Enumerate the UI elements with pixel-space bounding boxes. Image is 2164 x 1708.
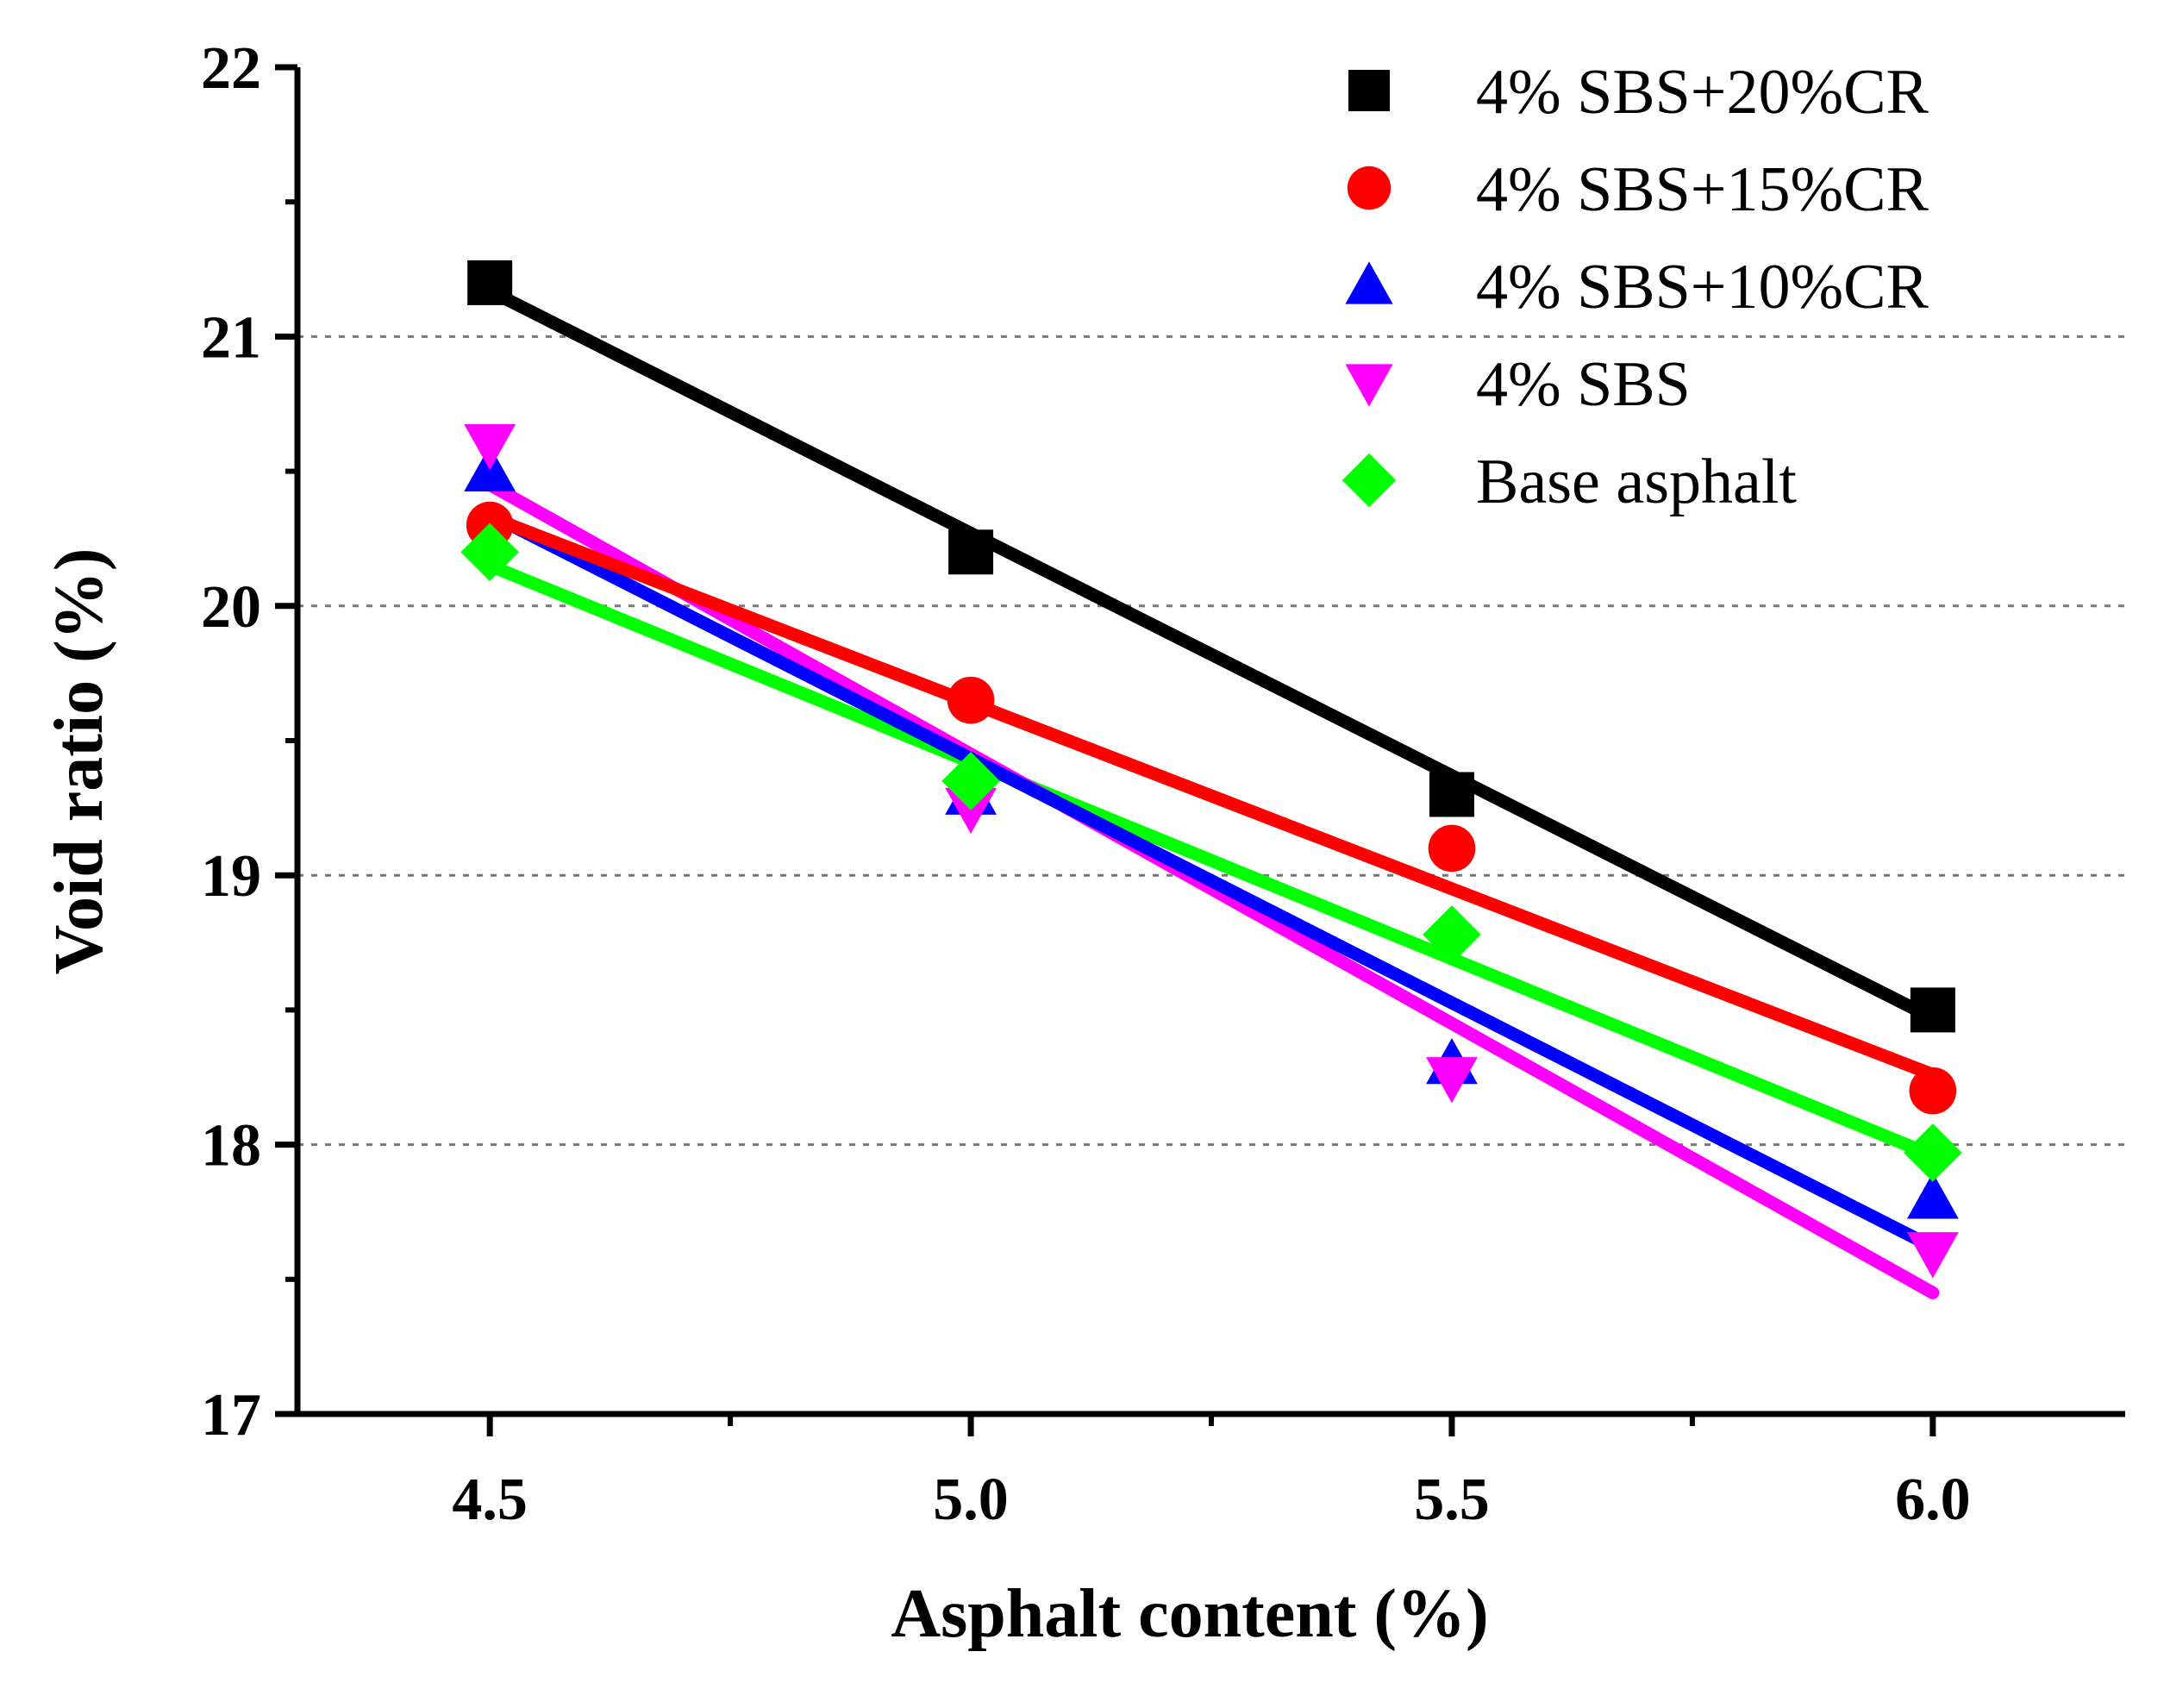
legend-label-5: Base asphalt: [1476, 447, 1797, 517]
y-axis-title: Void ratio (%): [41, 548, 117, 975]
axes: [275, 64, 2125, 1436]
fit-line-2: [483, 510, 1940, 1081]
data-point-series-2: [1428, 824, 1476, 873]
x-tick-label: 4.5: [452, 1467, 528, 1533]
data-point-series-5: [460, 522, 519, 582]
legend-label-2: 4% SBS+15%CR: [1476, 154, 1929, 225]
fit-lines: [483, 284, 1940, 1299]
y-tick-label: 21: [201, 304, 261, 371]
data-point-series-4: [1426, 1057, 1478, 1104]
y-tick-label: 22: [201, 35, 261, 102]
data-point-series-1: [1429, 772, 1474, 817]
x-tick-label: 5.5: [1414, 1467, 1490, 1533]
data-point-series-4: [945, 787, 997, 834]
legend-label-3: 4% SBS+10%CR: [1476, 252, 1929, 322]
fit-line-5: [483, 559, 1940, 1162]
data-point-series-5: [941, 752, 1000, 810]
x-tick-label: 6.0: [1895, 1467, 1971, 1533]
data-markers: [460, 260, 1962, 1279]
tick-labels: 17 18 19 20 21 22 4.5 5.0 5.5 6.0: [201, 35, 1971, 1533]
legend-marker-1: [1348, 70, 1390, 111]
data-point-series-1: [948, 529, 994, 575]
x-axis-title: Asphalt content (%): [891, 1576, 1488, 1652]
legend-marker-5: [1342, 453, 1397, 508]
y-tick-label: 20: [201, 574, 261, 641]
data-point-series-2: [1909, 1067, 1957, 1115]
x-tick-label: 5.0: [933, 1467, 1009, 1533]
data-point-series-5: [1904, 1123, 1962, 1182]
data-point-series-1: [467, 260, 513, 305]
data-point-series-3: [1906, 1173, 1959, 1219]
data-point-series-5: [1423, 905, 1481, 964]
fit-line-3: [483, 508, 1940, 1254]
data-point-series-1: [1910, 987, 1955, 1033]
legend-label-1: 4% SBS+20%CR: [1476, 57, 1929, 128]
legend-label-4: 4% SBS: [1476, 349, 1691, 420]
legend-marker-4: [1345, 364, 1393, 407]
y-tick-label: 19: [201, 843, 261, 910]
y-tick-label: 17: [201, 1382, 261, 1448]
y-tick-label: 18: [201, 1113, 261, 1179]
fit-line-4: [483, 478, 1940, 1299]
legend-marker-3: [1345, 261, 1393, 304]
data-point-series-4: [464, 423, 516, 471]
data-point-series-2: [947, 676, 995, 724]
legend: 4% SBS+20%CR 4% SBS+15%CR 4% SBS+10%CR 4% S…: [1342, 57, 1929, 517]
fit-line-1: [483, 284, 1940, 1025]
legend-marker-2: [1347, 166, 1392, 210]
data-point-series-4: [1906, 1232, 1959, 1279]
